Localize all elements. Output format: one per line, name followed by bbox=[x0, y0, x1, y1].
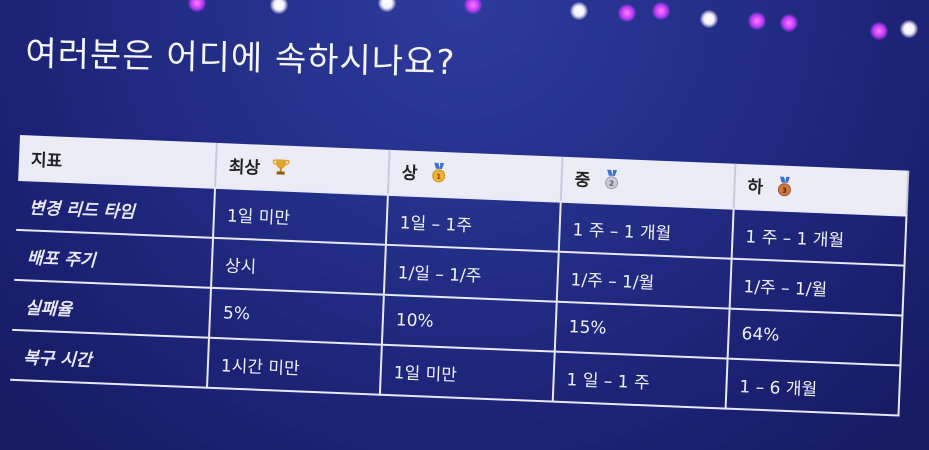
table-cell: 1일 미만 bbox=[213, 187, 388, 245]
bronze-medal-icon: 3 bbox=[775, 176, 794, 202]
svg-text:3: 3 bbox=[781, 186, 786, 194]
table-cell: 1일 미만 bbox=[379, 344, 555, 402]
stage-light bbox=[570, 2, 588, 20]
svg-text:2: 2 bbox=[608, 179, 613, 187]
metric-label: 실패율 bbox=[12, 279, 212, 338]
table-cell: 1/주 – 1/월 bbox=[556, 251, 732, 309]
stage-light bbox=[270, 0, 288, 14]
table-header-row: 지표 최상 상 bbox=[18, 135, 909, 216]
header-label: 상 bbox=[401, 163, 418, 185]
table-cell: 1시간 미만 bbox=[207, 337, 382, 395]
stage-light bbox=[652, 2, 670, 20]
slide-title: 여러분은 어디에 속하시나요? bbox=[24, 33, 456, 83]
stage-lights bbox=[0, 0, 929, 40]
header-metric: 지표 bbox=[18, 135, 217, 188]
performance-table-wrapper: 지표 최상 상 bbox=[10, 135, 909, 417]
trophy-icon bbox=[272, 157, 291, 181]
table-cell: 1 주 – 1 개월 bbox=[731, 208, 907, 266]
table-cell: 1 주 – 1 개월 bbox=[558, 201, 734, 259]
header-medium: 중 2 bbox=[560, 156, 736, 209]
table-cell: 1일 – 1주 bbox=[385, 194, 561, 252]
stage-light bbox=[780, 14, 798, 32]
metric-label: 변경 리드 타임 bbox=[16, 179, 216, 238]
header-label: 하 bbox=[747, 177, 764, 199]
header-label: 최상 bbox=[228, 157, 261, 179]
table-cell: 5% bbox=[209, 287, 384, 345]
stage-light bbox=[188, 0, 206, 12]
stage-light bbox=[748, 12, 766, 30]
table-cell: 1/주 – 1/월 bbox=[729, 258, 905, 316]
header-label: 중 bbox=[574, 170, 591, 192]
metric-label: 배포 주기 bbox=[14, 229, 214, 288]
table-cell: 15% bbox=[554, 301, 730, 359]
silver-medal-icon: 2 bbox=[602, 169, 621, 195]
header-high: 상 1 bbox=[387, 149, 563, 202]
stage-light bbox=[618, 4, 636, 22]
stage-light bbox=[870, 22, 888, 40]
table-cell: 64% bbox=[727, 308, 903, 366]
stage-light bbox=[464, 0, 482, 14]
table-cell: 1/일 – 1/주 bbox=[383, 244, 559, 302]
header-low: 하 3 bbox=[733, 163, 909, 216]
table-cell: 상시 bbox=[211, 237, 386, 295]
stage-light bbox=[900, 20, 918, 38]
svg-text:1: 1 bbox=[436, 172, 441, 180]
stage-light bbox=[378, 0, 396, 12]
table-cell: 1 일 – 1 주 bbox=[552, 351, 728, 409]
stage-light bbox=[700, 10, 718, 28]
table-cell: 1 – 6 개월 bbox=[725, 358, 901, 416]
performance-table: 지표 최상 상 bbox=[10, 135, 909, 417]
header-label: 지표 bbox=[30, 149, 63, 172]
gold-medal-icon: 1 bbox=[429, 162, 448, 188]
table-cell: 10% bbox=[381, 294, 557, 352]
header-elite: 최상 bbox=[215, 142, 390, 195]
metric-label: 복구 시간 bbox=[10, 329, 210, 388]
